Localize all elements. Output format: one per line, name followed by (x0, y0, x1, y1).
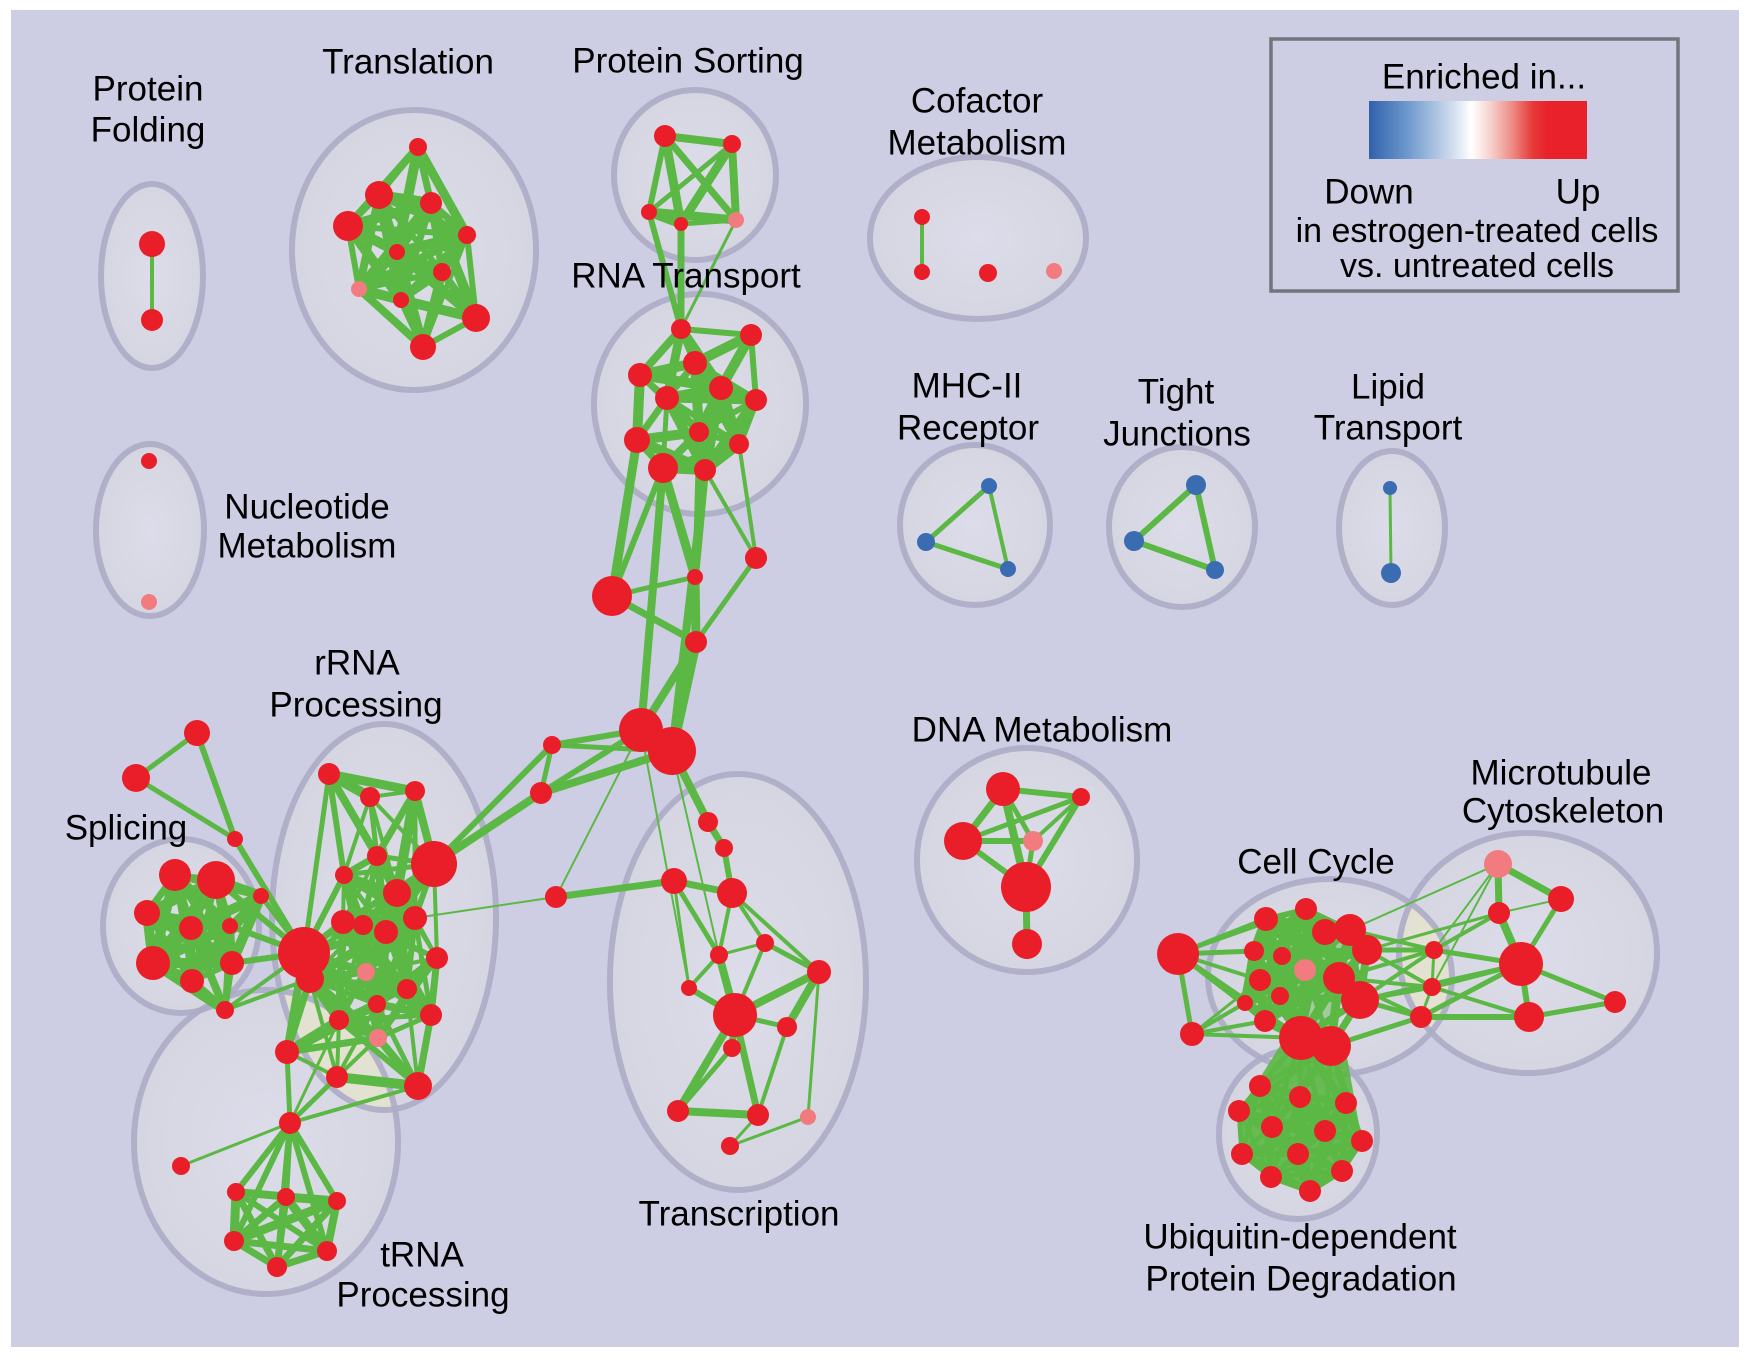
svg-text:Metabolism: Metabolism (218, 526, 397, 565)
svg-text:Up: Up (1556, 172, 1601, 211)
svg-text:Protein: Protein (93, 69, 204, 108)
svg-text:Down: Down (1324, 172, 1413, 211)
svg-text:in estrogen-treated cells: in estrogen-treated cells (1296, 212, 1659, 250)
svg-text:Cytoskeleton: Cytoskeleton (1462, 791, 1664, 830)
svg-text:RNA Transport: RNA Transport (571, 256, 801, 295)
svg-text:Lipid: Lipid (1351, 367, 1425, 406)
svg-text:Processing: Processing (336, 1275, 509, 1314)
svg-text:MHC-II: MHC-II (912, 366, 1023, 405)
svg-text:Cell Cycle: Cell Cycle (1237, 842, 1395, 881)
svg-text:Folding: Folding (91, 110, 206, 149)
svg-text:rRNA: rRNA (314, 643, 400, 682)
svg-text:tRNA: tRNA (380, 1235, 464, 1274)
svg-text:Microtubule: Microtubule (1471, 753, 1652, 792)
svg-text:Metabolism: Metabolism (888, 123, 1067, 162)
svg-text:Transport: Transport (1314, 408, 1463, 447)
svg-text:Ubiquitin-dependent: Ubiquitin-dependent (1143, 1217, 1457, 1256)
svg-text:Cofactor: Cofactor (911, 81, 1044, 120)
svg-text:Processing: Processing (269, 685, 442, 724)
svg-text:DNA Metabolism: DNA Metabolism (912, 710, 1173, 749)
svg-text:Nucleotide: Nucleotide (224, 487, 389, 526)
svg-text:Protein Sorting: Protein Sorting (572, 41, 804, 80)
svg-text:Junctions: Junctions (1103, 414, 1251, 453)
svg-text:Receptor: Receptor (897, 408, 1039, 447)
svg-text:Enriched in...: Enriched in... (1382, 57, 1586, 96)
svg-text:Transcription: Transcription (639, 1194, 840, 1233)
svg-text:Tight: Tight (1138, 372, 1215, 411)
svg-text:Translation: Translation (322, 42, 494, 81)
svg-text:vs. untreated cells: vs. untreated cells (1340, 247, 1614, 285)
svg-text:Splicing: Splicing (65, 808, 188, 847)
svg-text:Protein Degradation: Protein Degradation (1145, 1259, 1456, 1298)
